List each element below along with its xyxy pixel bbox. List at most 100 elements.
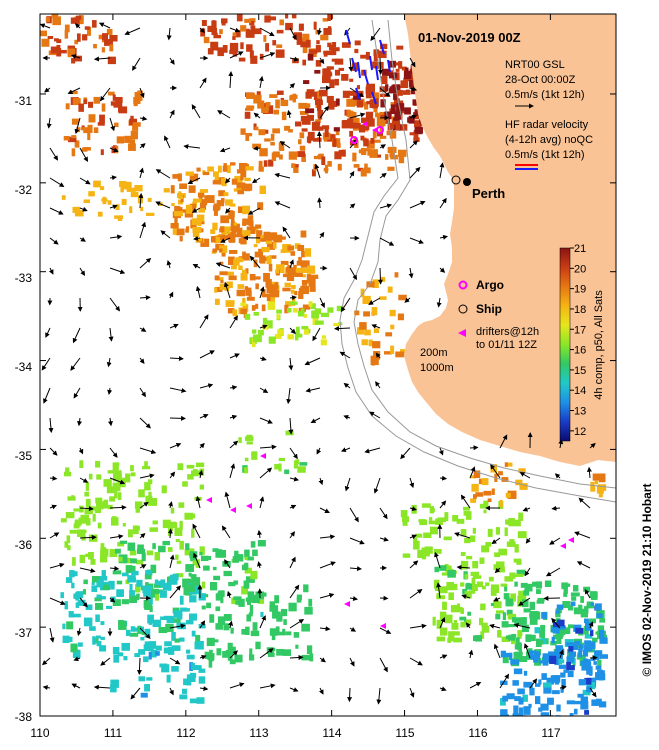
y-axis-labels: -31 -32 -33 -34 -35 -36 -37 -38: [15, 94, 33, 724]
sst-pixel: [234, 550, 239, 558]
colorbar-tick-label: 21: [574, 243, 586, 255]
sst-pixel: [119, 180, 127, 188]
sst-pixel: [90, 559, 96, 565]
sst-pixel: [245, 287, 252, 296]
sst-pixel: [115, 548, 121, 554]
sst-pixel: [334, 78, 339, 86]
sst-pixel: [584, 606, 589, 614]
sst-pixel: [403, 70, 412, 79]
sst-pixel: [516, 653, 520, 661]
sst-pixel: [538, 660, 543, 664]
sst-pixel: [99, 186, 105, 190]
sst-pixel: [470, 475, 476, 479]
sst-pixel: [389, 151, 395, 158]
sst-pixel: [319, 89, 328, 97]
sst-pixel: [413, 120, 420, 128]
sst-pixel: [278, 142, 285, 151]
current-vector: [139, 257, 152, 269]
sst-pixel: [166, 674, 171, 683]
current-vector: [48, 267, 54, 275]
sst-pixel: [536, 600, 545, 604]
sst-pixel: [225, 300, 235, 307]
sst-pixel: [220, 279, 224, 284]
sst-pixel: [396, 89, 403, 96]
sst-pixel: [65, 512, 75, 519]
sst-pixel: [185, 543, 190, 551]
sst-pixel: [394, 272, 399, 278]
sst-pixel: [227, 308, 235, 314]
sst-pixel: [195, 634, 201, 642]
sst-pixel: [272, 611, 281, 619]
sst-pixel: [67, 45, 75, 51]
sst-pixel: [335, 129, 340, 136]
current-vector: [289, 27, 297, 41]
sst-pixel: [225, 199, 233, 206]
current-vector: [282, 226, 291, 239]
drifter-position: [206, 497, 212, 503]
sst-pixel: [84, 26, 90, 30]
sst-pixel: [198, 208, 205, 213]
sst-pixel: [281, 111, 287, 121]
sst-pixel: [580, 696, 588, 702]
current-vector: [370, 27, 381, 42]
sst-pixel: [444, 563, 449, 572]
sst-pixel: [146, 212, 155, 216]
sst-pixel: [379, 135, 387, 139]
sst-pixel: [315, 119, 321, 123]
sst-pixel: [88, 534, 98, 542]
sst-pixel: [179, 520, 183, 530]
colorbar-tick-label: 13: [574, 406, 586, 418]
sst-pixel: [472, 560, 479, 569]
sst-pixel: [309, 274, 319, 279]
sst-pixel: [132, 123, 139, 131]
sst-pixel: [215, 549, 223, 558]
sst-pixel: [523, 590, 530, 596]
current-vector: [72, 327, 81, 344]
sst-pixel: [255, 237, 261, 244]
sst-pixel: [210, 581, 218, 591]
current-vector: [289, 556, 296, 569]
sst-pixel: [252, 549, 258, 557]
current-vector: [379, 657, 388, 673]
sst-pixel: [529, 613, 536, 618]
sst-pixel: [517, 595, 527, 605]
sst-pixel: [220, 594, 224, 604]
sst-pixel: [125, 473, 131, 483]
sst-pixel: [261, 246, 270, 253]
sst-pixel: [509, 539, 515, 545]
sst-pixel: [261, 289, 266, 298]
sst-pixel: [522, 694, 528, 702]
sst-pixel: [72, 649, 81, 659]
sst-pixel: [201, 605, 206, 610]
sst-pixel: [275, 49, 285, 58]
sst-pixel: [249, 20, 255, 26]
sst-pixel: [245, 134, 250, 141]
sst-pixel: [231, 597, 239, 605]
current-vector: [79, 506, 94, 512]
sst-pixel: [95, 635, 101, 639]
sst-pixel: [302, 33, 310, 42]
sst-pixel: [351, 118, 360, 126]
sst-pixel: [176, 207, 183, 213]
sst-pixel: [47, 35, 54, 40]
sst-pixel: [555, 611, 561, 618]
current-vector: [198, 469, 204, 479]
sst-pixel: [297, 244, 305, 252]
sst-pixel: [212, 248, 218, 253]
sst-pixel: [384, 351, 392, 355]
current-vector: [247, 207, 261, 215]
sst-pixel: [266, 255, 272, 265]
sst-pixel: [395, 68, 400, 72]
sst-pixel: [157, 580, 162, 586]
current-vector: [139, 295, 151, 301]
current-vector: [49, 562, 65, 569]
sst-pixel: [523, 670, 528, 676]
current-vector: [164, 135, 171, 149]
x-axis-labels: 110 111 112 113 114 115 116 117: [30, 726, 560, 740]
sst-pixel: [114, 122, 119, 128]
sst-pixel: [322, 18, 328, 22]
sst-pixel: [244, 556, 248, 561]
sst-pixel: [428, 517, 433, 521]
sst-pixel: [202, 171, 210, 176]
current-vector: [469, 466, 476, 479]
